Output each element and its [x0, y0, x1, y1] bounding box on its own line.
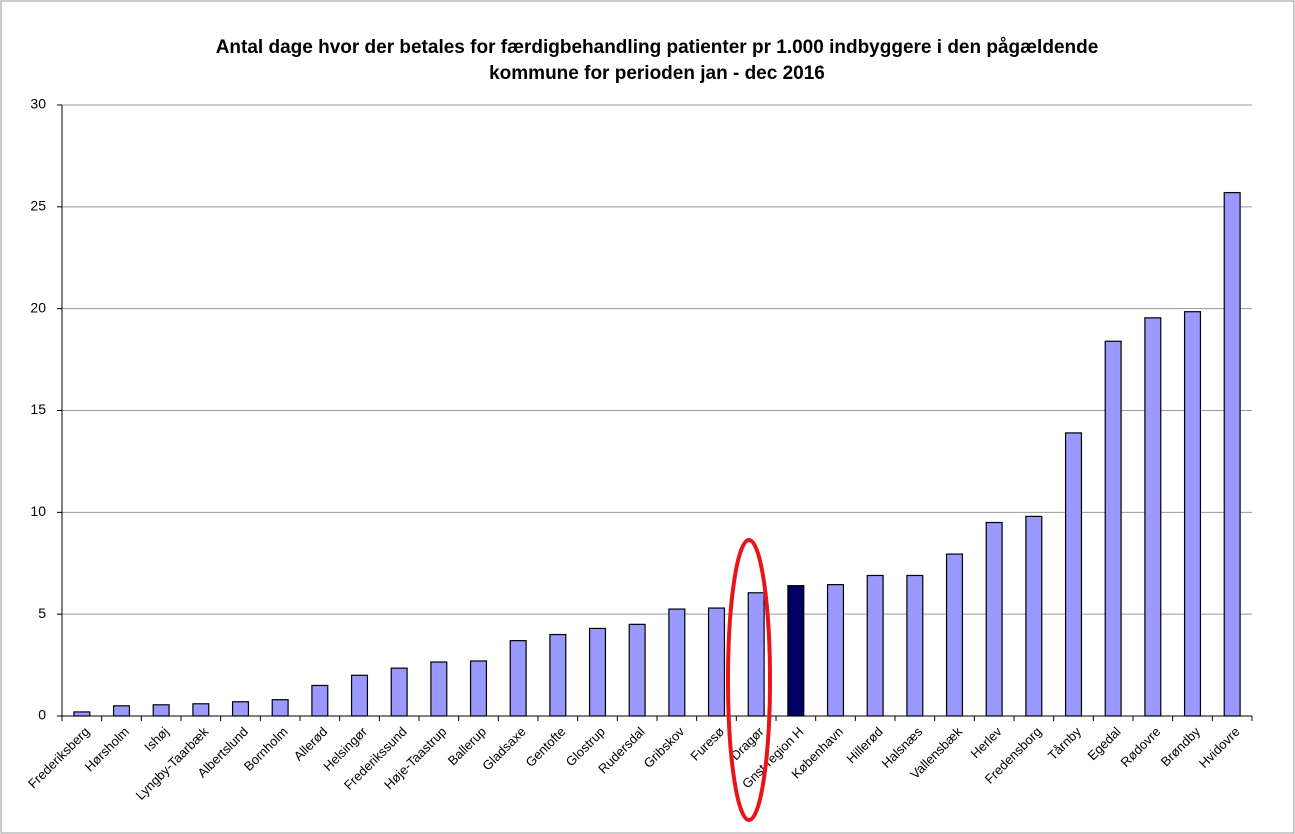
bar [906, 574, 924, 717]
bar [668, 608, 686, 717]
chart-title: kommune for perioden jan - dec 2016 [489, 63, 825, 84]
bar [350, 674, 369, 717]
highlight-ellipse [726, 538, 772, 822]
bar [826, 584, 845, 717]
bar [707, 607, 726, 717]
bar [390, 667, 408, 717]
bar [1144, 317, 1162, 717]
bar [152, 704, 170, 717]
y-tick-label: 20 [30, 299, 46, 315]
chart-title: Antal dage hvor der betales for færdigbe… [216, 37, 1099, 58]
bar [112, 705, 131, 717]
bar [1183, 311, 1202, 717]
bar [549, 633, 567, 717]
bar [945, 553, 964, 717]
bar [1064, 432, 1083, 717]
y-tick-label: 5 [38, 605, 46, 621]
bar [1104, 340, 1122, 717]
bar [192, 703, 210, 717]
bar [1223, 191, 1241, 717]
y-tick-label: 10 [30, 503, 46, 519]
bar [73, 711, 91, 717]
bar [509, 640, 527, 717]
bar [430, 661, 448, 717]
bar [787, 585, 805, 717]
bar [231, 701, 250, 717]
bar [469, 660, 488, 717]
bar [311, 684, 329, 717]
y-tick-label: 25 [30, 198, 46, 214]
y-tick-label: 30 [30, 96, 46, 112]
bar [866, 574, 884, 717]
bar [628, 623, 646, 717]
y-tick-label: 0 [38, 707, 46, 723]
y-tick-label: 15 [30, 401, 46, 417]
bar [588, 627, 607, 717]
bar [1025, 515, 1043, 717]
bar [985, 521, 1003, 717]
bar [271, 699, 289, 717]
bar [747, 592, 765, 717]
